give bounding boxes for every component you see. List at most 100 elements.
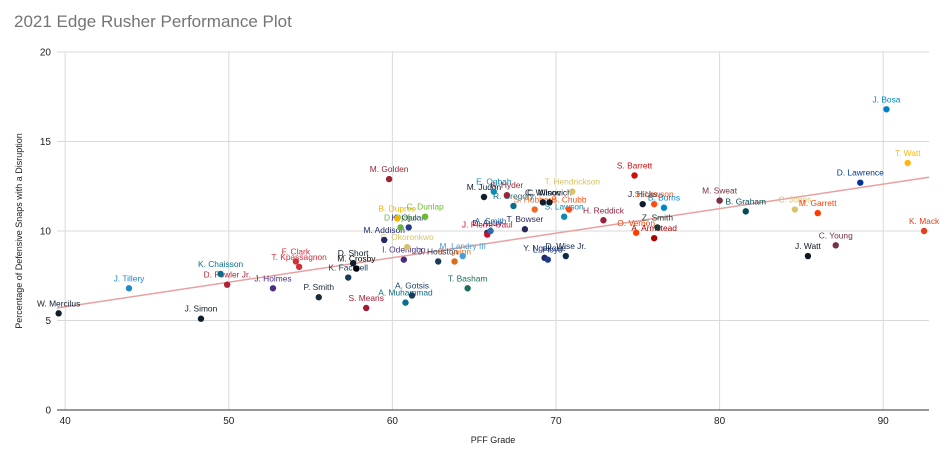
data-point xyxy=(791,206,799,213)
chart-title: 2021 Edge Rusher Performance Plot xyxy=(14,12,292,31)
data-point xyxy=(197,315,205,322)
data-point xyxy=(315,294,322,301)
x-tick-label: 60 xyxy=(387,416,399,427)
data-point xyxy=(920,227,928,235)
data-point xyxy=(560,213,568,220)
point-label: R. Quinn xyxy=(438,246,471,256)
data-point xyxy=(451,258,458,265)
data-point xyxy=(544,256,552,263)
point-label: A. Gotsis xyxy=(395,280,429,290)
point-label: J. Bosa xyxy=(872,94,900,104)
data-point xyxy=(639,200,646,208)
point-label: C. Young xyxy=(819,230,853,240)
point-label: T. Bowser xyxy=(507,214,544,224)
point-label: M. Garrett xyxy=(799,198,837,208)
data-point xyxy=(421,213,429,220)
point-label: J. Tillery xyxy=(114,273,146,283)
point-label: J. Hicks xyxy=(628,189,657,199)
point-label: Z. Smith xyxy=(642,212,674,222)
point-label: B. Chubb xyxy=(552,195,587,205)
y-tick-label: 20 xyxy=(40,48,52,59)
point-label: K. Hyder xyxy=(491,180,524,190)
point-label: M. Judon xyxy=(467,182,502,192)
y-axis-title: Percentage of Defensive Snaps with a Dis… xyxy=(14,133,24,329)
point-label: C. Wilson xyxy=(525,187,561,197)
data-point xyxy=(883,106,890,113)
point-label: A. Muhammad xyxy=(378,288,433,298)
data-points xyxy=(55,106,928,322)
point-label: T. Kpassagnon xyxy=(271,252,327,262)
data-point xyxy=(292,258,300,265)
y-tick-label: 5 xyxy=(45,316,51,327)
data-point xyxy=(434,258,442,265)
point-label: L. Floyd xyxy=(533,245,563,255)
data-point xyxy=(55,310,62,317)
point-label: M. Crosby xyxy=(337,254,376,264)
data-point xyxy=(363,304,370,312)
point-label: C. Dunlap xyxy=(406,202,444,212)
x-tick-label: 80 xyxy=(714,416,726,427)
y-tick-label: 0 xyxy=(45,406,51,417)
point-label: R. Gregory xyxy=(493,191,535,201)
trendline xyxy=(56,176,930,309)
trendline-layer xyxy=(56,176,930,309)
data-point xyxy=(650,200,658,208)
point-label: W. Mercilus xyxy=(37,298,80,308)
point-label: M. Addison xyxy=(363,225,405,235)
axes: 0 5 10 15 20 40 50 60 70 80 90 xyxy=(40,48,929,427)
data-point xyxy=(385,175,393,183)
point-label: M. Sweat xyxy=(702,186,738,196)
data-point xyxy=(405,224,412,231)
point-label: H. Reddick xyxy=(583,205,625,215)
point-label: J. Simon xyxy=(185,304,218,314)
data-point xyxy=(857,179,864,186)
point-label: J. Pierre-Paul xyxy=(462,220,513,230)
x-tick-label: 90 xyxy=(878,416,890,427)
data-point xyxy=(565,206,573,213)
data-point xyxy=(716,197,723,204)
point-label: D. Ojabo xyxy=(384,212,417,222)
point-label: T. Basham xyxy=(448,273,488,283)
data-point xyxy=(600,217,607,224)
data-point xyxy=(531,206,538,213)
point-label: T. Hendrickson xyxy=(545,177,601,187)
data-point xyxy=(381,236,388,244)
point-label: C. Okoronkwo xyxy=(381,232,434,242)
data-point xyxy=(631,172,638,179)
y-tick-label: 10 xyxy=(40,227,52,238)
data-point xyxy=(490,188,498,195)
data-point xyxy=(345,274,352,281)
point-label: J. Holmes xyxy=(254,273,291,283)
data-point xyxy=(480,193,488,201)
data-point xyxy=(521,226,529,233)
x-tick-label: 50 xyxy=(223,416,235,427)
point-label: J. Houston xyxy=(418,246,458,256)
data-point xyxy=(487,227,494,235)
data-point xyxy=(125,285,133,292)
data-point xyxy=(654,224,661,231)
point-label: Y. Ngakoue xyxy=(523,243,566,253)
point-label: K. Fackrell xyxy=(328,263,368,273)
data-point xyxy=(814,209,821,217)
data-point xyxy=(403,243,411,251)
point-label: S. Means xyxy=(349,293,384,303)
data-point xyxy=(660,204,668,211)
data-point xyxy=(804,252,812,260)
data-point xyxy=(459,252,466,260)
point-label: A. Smith xyxy=(475,216,507,226)
point-label: J. Watt xyxy=(795,241,821,251)
point-label: B. Dupree xyxy=(378,203,416,213)
x-tick-label: 40 xyxy=(60,416,72,427)
data-point xyxy=(217,270,224,278)
data-point xyxy=(402,299,409,306)
data-point xyxy=(464,285,471,292)
point-label: M. Landry III xyxy=(439,241,486,251)
point-label: D. Fowler Jr. xyxy=(204,270,251,280)
point-label: K. Mack xyxy=(909,216,940,226)
point-label: K. Chaisson xyxy=(198,259,243,269)
data-point xyxy=(408,292,416,299)
data-point xyxy=(562,252,570,260)
data-point xyxy=(349,260,357,267)
data-point xyxy=(569,188,576,195)
